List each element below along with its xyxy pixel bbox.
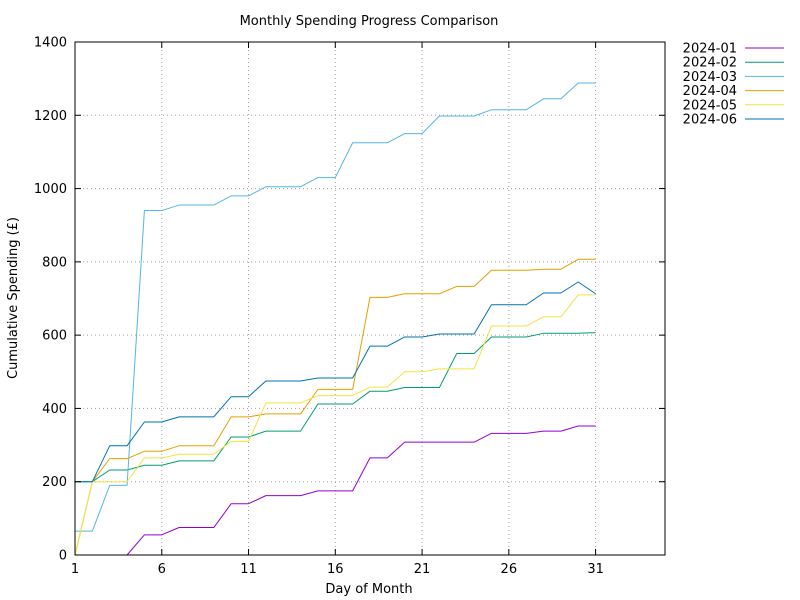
legend-label: 2024-02	[683, 56, 737, 71]
x-tick-label: 1	[71, 562, 79, 577]
legend-label: 2024-04	[683, 84, 737, 99]
series-line-2024-05	[74, 294, 596, 556]
y-tick-label: 400	[42, 402, 67, 417]
legend: 2024-012024-022024-032024-042024-052024-…	[683, 42, 784, 128]
y-tick-label: 600	[42, 329, 67, 344]
series-line-2024-01	[126, 425, 596, 556]
grid	[75, 42, 665, 555]
x-axis-title: Day of Month	[325, 582, 412, 597]
series-lines	[74, 82, 596, 556]
y-tick-label: 800	[42, 255, 67, 270]
legend-label: 2024-06	[683, 113, 737, 128]
series-line-2024-04	[74, 258, 596, 556]
y-axis-title: Cumulative Spending (£)	[6, 217, 21, 379]
x-tick-label: 16	[327, 562, 344, 577]
x-tick-label: 6	[158, 562, 166, 577]
series-line-2024-06	[75, 281, 596, 483]
chart-title: Monthly Spending Progress Comparison	[240, 14, 499, 29]
x-tick-label: 11	[240, 562, 257, 577]
x-tick-label: 21	[414, 562, 431, 577]
series-line-2024-02	[75, 332, 596, 483]
legend-label: 2024-05	[683, 98, 737, 113]
legend-label: 2024-01	[683, 42, 737, 57]
y-tick-label: 0	[59, 549, 67, 564]
y-tick-label: 200	[42, 475, 67, 490]
x-tick-label: 26	[501, 562, 518, 577]
plot-border	[74, 41, 666, 556]
series-line-2024-03	[75, 82, 596, 532]
legend-label: 2024-03	[683, 70, 737, 85]
y-tick-label: 1000	[34, 182, 67, 197]
x-tick-label: 31	[587, 562, 604, 577]
y-tick-label: 1400	[34, 36, 67, 51]
y-tick-label: 1200	[34, 109, 67, 124]
